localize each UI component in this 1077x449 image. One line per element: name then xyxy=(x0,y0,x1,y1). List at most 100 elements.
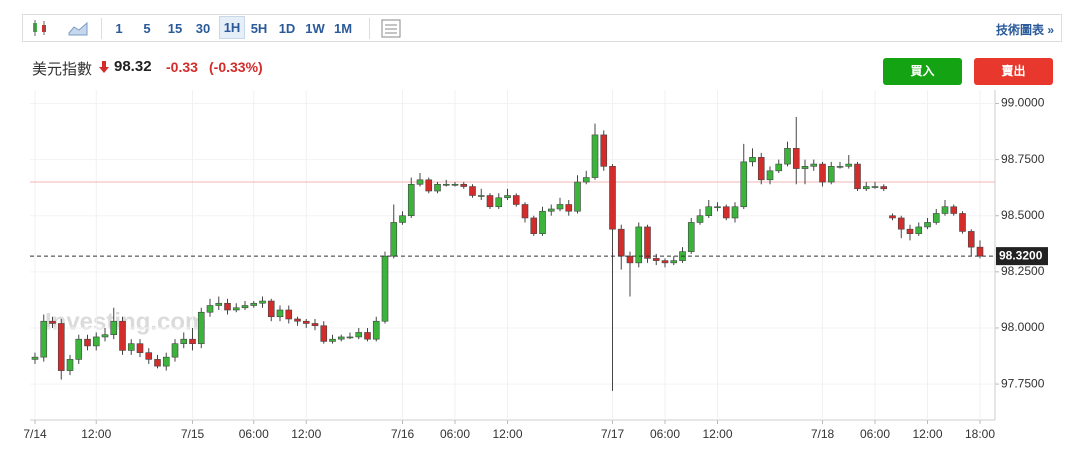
candle-body xyxy=(906,228,914,234)
candle-body xyxy=(425,179,433,192)
candle-body xyxy=(766,170,774,181)
candle-body xyxy=(206,305,214,313)
candle-body xyxy=(162,356,170,367)
candle-body xyxy=(136,343,144,353)
candle-body xyxy=(241,305,249,309)
candle-body xyxy=(784,148,791,165)
candle-body xyxy=(294,318,301,322)
interval-button[interactable]: 1M xyxy=(333,21,353,36)
y-tick-label: 99.0000 xyxy=(1001,96,1045,110)
candle-body xyxy=(469,186,476,196)
candle-body xyxy=(600,134,608,167)
candle-body xyxy=(924,222,931,228)
candle-body xyxy=(215,302,223,306)
candle-body xyxy=(687,222,695,252)
candle-body xyxy=(889,215,896,219)
candle-body xyxy=(399,215,406,223)
interval-button[interactable]: 1H xyxy=(219,16,245,39)
candle-body xyxy=(267,300,275,318)
candle-body xyxy=(959,213,966,232)
candle-body xyxy=(652,258,660,261)
separator xyxy=(101,18,102,39)
candle-body xyxy=(854,163,861,190)
candle-body xyxy=(880,186,888,190)
candle-body xyxy=(661,260,669,264)
sell-button[interactable]: 賣出 xyxy=(974,58,1053,85)
candle-body xyxy=(714,206,721,209)
candle-body xyxy=(915,226,923,234)
x-tick-label: 06:00 xyxy=(650,427,680,441)
candle-body xyxy=(31,356,39,360)
y-tick-label: 98.5000 xyxy=(1001,208,1045,222)
candle-body xyxy=(232,307,240,311)
interval-button[interactable]: 5 xyxy=(143,21,151,36)
candle-body xyxy=(932,213,940,223)
candle-body xyxy=(530,217,538,234)
buy-button[interactable]: 買入 xyxy=(883,58,962,85)
candle-body xyxy=(740,161,748,208)
candle-body xyxy=(407,183,415,217)
candle-body xyxy=(311,323,319,327)
x-tick-label: 18:00 xyxy=(965,427,995,441)
x-tick-label: 06:00 xyxy=(860,427,890,441)
candle-body xyxy=(355,332,363,338)
interval-button[interactable]: 5H xyxy=(250,21,268,36)
area-icon[interactable] xyxy=(68,20,88,36)
tech-chart-link[interactable]: 技術圖表 » xyxy=(996,23,1055,37)
candle-icon[interactable] xyxy=(30,18,50,38)
candle-body xyxy=(451,183,459,186)
x-tick-label: 12:00 xyxy=(81,427,111,441)
candle-body xyxy=(504,195,511,199)
candle-body xyxy=(346,336,354,339)
candle-body xyxy=(827,166,835,183)
candle-body xyxy=(101,334,109,338)
candle-body xyxy=(119,320,126,351)
candle-body xyxy=(285,309,293,320)
interval-button[interactable]: 1D xyxy=(278,21,296,36)
candle-body xyxy=(416,179,424,185)
candle-body xyxy=(66,359,74,371)
interval-button[interactable]: 1W xyxy=(305,21,325,36)
candle-body xyxy=(259,300,266,304)
candle-body xyxy=(477,195,485,197)
x-tick-label: 12:00 xyxy=(291,427,321,441)
candle-body xyxy=(644,226,651,259)
candle-body xyxy=(705,206,713,217)
x-tick-label: 7/18 xyxy=(811,427,835,441)
x-tick-label: 12:00 xyxy=(912,427,942,441)
candle-body xyxy=(810,163,818,167)
candle-body xyxy=(862,186,870,190)
candle-body xyxy=(582,177,590,183)
candle-body xyxy=(757,157,765,181)
candle-body xyxy=(320,325,328,342)
x-tick-label: 7/16 xyxy=(391,427,415,441)
candle-body xyxy=(145,352,153,360)
candle-body xyxy=(75,338,83,360)
interval-button[interactable]: 1 xyxy=(115,21,123,36)
candle-body xyxy=(224,302,231,311)
candle-body xyxy=(819,163,826,183)
candle-body xyxy=(495,197,503,208)
toolbar xyxy=(22,14,1062,42)
interval-button[interactable]: 15 xyxy=(167,21,183,36)
change-percent: (-0.33%) xyxy=(209,59,263,75)
candle-body xyxy=(696,215,704,223)
candle-body xyxy=(329,338,336,342)
x-tick-label: 06:00 xyxy=(440,427,470,441)
layout-icon[interactable] xyxy=(381,19,401,38)
candle-body xyxy=(617,228,625,257)
candle-body xyxy=(539,210,546,234)
candle-body xyxy=(565,204,573,212)
interval-button[interactable]: 30 xyxy=(195,21,211,36)
candle-body xyxy=(836,166,844,168)
candle-body xyxy=(574,181,581,212)
candle-body xyxy=(486,195,494,208)
candle-body xyxy=(749,157,756,163)
candle-body xyxy=(670,260,678,264)
candle-body xyxy=(372,320,380,340)
candle-body xyxy=(364,332,371,340)
candle-body xyxy=(57,323,65,371)
y-tick-label: 98.0000 xyxy=(1001,320,1045,334)
candle-body xyxy=(381,255,389,322)
